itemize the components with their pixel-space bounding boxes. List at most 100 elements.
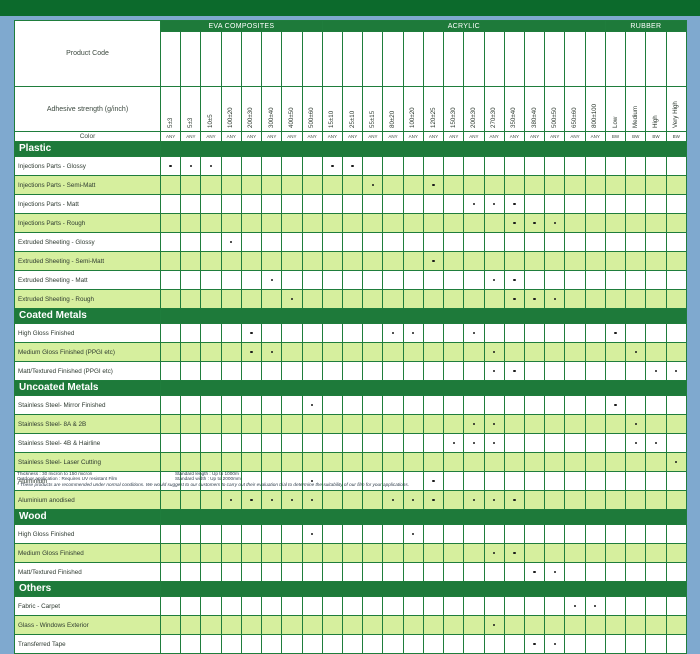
application-label: High Gloss Finished (14, 323, 161, 343)
color-value: ANY (382, 131, 404, 142)
suitability-cell (665, 156, 687, 176)
suitability-cell (443, 471, 465, 491)
suitability-cell (463, 361, 485, 381)
suitability-cell (362, 213, 384, 233)
suitability-cell (523, 414, 546, 434)
product-code-cell: PG 100RH (645, 31, 667, 87)
suitability-cell (402, 634, 424, 654)
adhesive-cell: 120±25 (422, 86, 445, 132)
suitability-cell (301, 524, 323, 544)
suitability-cell (301, 615, 323, 635)
suitability-cell (321, 156, 344, 176)
suitability-cell (443, 452, 465, 472)
suitability-cell (342, 361, 364, 381)
suitability-cell (443, 361, 465, 381)
suitability-cell (342, 289, 364, 309)
suitability-cell (463, 543, 485, 563)
suitability-cell (200, 433, 222, 453)
suitability-cell (463, 395, 485, 415)
suitability-cell (362, 251, 384, 271)
adhesive-value: 55±15 (368, 110, 376, 128)
suitability-cell (564, 361, 586, 381)
suitability-cell (342, 323, 364, 343)
application-row: Injections Parts - Semi-Matt (14, 175, 687, 195)
recommended-dot-icon (533, 570, 536, 573)
suitability-cell (180, 562, 202, 582)
suitability-cell (180, 543, 202, 563)
suitability-cell (604, 213, 627, 233)
recommended-dot-icon (432, 259, 435, 262)
suitability-cell (281, 596, 303, 616)
suitability-cell (281, 342, 303, 362)
color-value: ANY (523, 131, 546, 142)
application-row: Stainless Steel- 8A & 2B (14, 414, 687, 434)
suitability-cell (523, 543, 546, 563)
recommended-dot-icon (310, 403, 314, 406)
recommended-dot-icon (614, 403, 617, 406)
suitability-cell (645, 270, 667, 290)
suitability-cell (240, 194, 263, 214)
suitability-cell (604, 361, 627, 381)
adhesive-value: 350±40 (510, 107, 518, 128)
suitability-cell (523, 596, 546, 616)
suitability-cell (402, 562, 424, 582)
suitability-cell (443, 289, 465, 309)
suitability-cell (625, 490, 647, 510)
suitability-cell (625, 251, 647, 271)
suitability-cell (159, 342, 182, 362)
adhesive-cell: High (645, 86, 667, 132)
suitability-cell (159, 596, 182, 616)
suitability-cell (362, 596, 384, 616)
recommended-dot-icon (391, 331, 395, 334)
suitability-cell (564, 433, 586, 453)
suitability-cell (443, 270, 465, 290)
suitability-cell (342, 395, 364, 415)
suitability-cell (321, 490, 344, 510)
suitability-cell (564, 543, 586, 563)
suitability-cell (422, 452, 445, 472)
application-row: Medium Gloss Finished (14, 543, 687, 563)
recommended-dot-icon (513, 221, 516, 224)
suitability-cell (584, 395, 606, 415)
suitability-cell (584, 596, 606, 616)
section-header-fill (160, 308, 687, 324)
recommended-dot-icon (250, 331, 253, 334)
recommended-dot-icon (270, 278, 273, 281)
suitability-cell (342, 251, 364, 271)
color-value: ANY (422, 131, 445, 142)
suitability-cell (604, 251, 627, 271)
application-row: Fabric - Carpet (14, 596, 687, 616)
suitability-cell (483, 524, 505, 544)
suitability-cell (240, 596, 263, 616)
suitability-cell (261, 596, 283, 616)
suitability-cell (443, 596, 465, 616)
color-value: BW (604, 131, 627, 142)
recommended-dot-icon (654, 369, 658, 372)
suitability-cell (159, 452, 182, 472)
suitability-cell (523, 615, 546, 635)
suitability-cell (200, 323, 222, 343)
suitability-cell (422, 251, 445, 271)
suitability-cell (645, 232, 667, 252)
section-title: Uncoated Metals (14, 380, 161, 396)
recommended-dot-icon (492, 369, 496, 372)
suitability-cell (584, 213, 606, 233)
suitability-cell (200, 361, 222, 381)
color-value: BW (625, 131, 647, 142)
suitability-cell (483, 270, 505, 290)
suitability-cell (422, 433, 445, 453)
suitability-cell (463, 323, 485, 343)
section-title: Coated Metals (14, 308, 161, 324)
suitability-cell (200, 175, 222, 195)
recommended-dot-icon (230, 240, 233, 243)
suitability-cell (382, 634, 404, 654)
suitability-cell (584, 156, 606, 176)
suitability-cell (443, 175, 465, 195)
suitability-cell (402, 342, 424, 362)
suitability-cell (503, 562, 525, 582)
suitability-cell (503, 452, 525, 472)
suitability-cell (200, 213, 222, 233)
suitability-cell (301, 251, 323, 271)
suitability-cell (544, 452, 566, 472)
suitability-cell (523, 395, 546, 415)
